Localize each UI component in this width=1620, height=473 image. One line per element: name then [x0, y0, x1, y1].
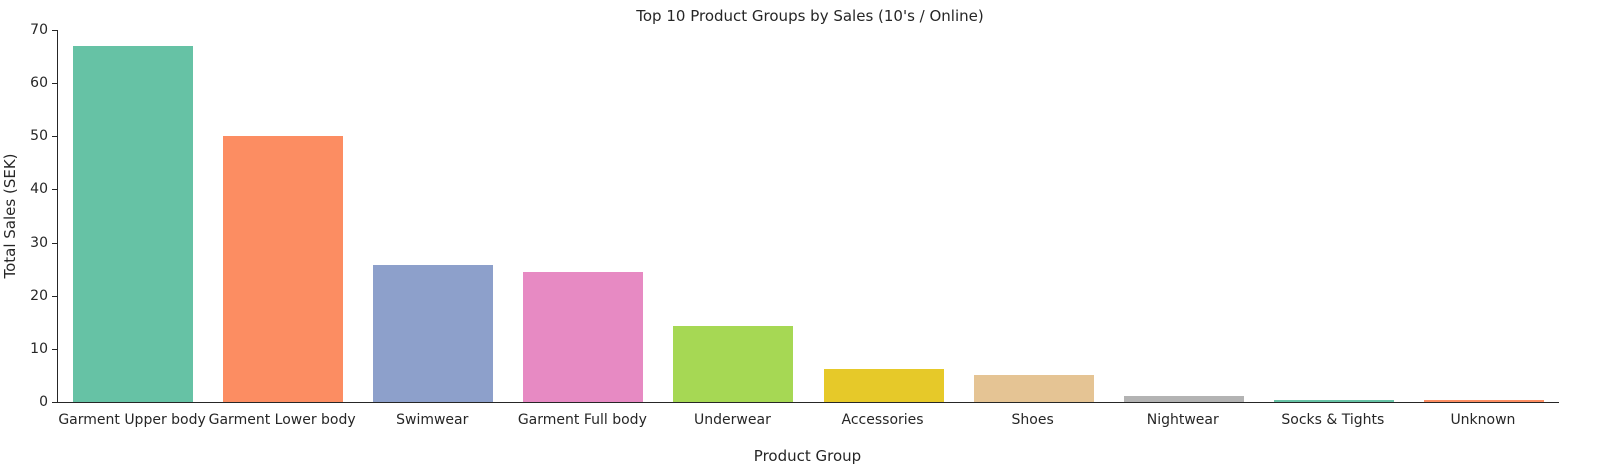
bar — [673, 326, 794, 402]
y-tick-label: 20 — [30, 287, 48, 304]
y-tick-label: 50 — [30, 128, 48, 145]
chart-title: Top 10 Product Groups by Sales (10's / O… — [636, 7, 984, 25]
bar — [223, 136, 344, 402]
bar — [973, 375, 1094, 402]
bar — [373, 265, 494, 402]
y-tick-label: 60 — [30, 75, 48, 92]
bar — [823, 369, 944, 402]
x-tick-label: Garment Upper body — [58, 412, 206, 428]
x-tick-label: Unknown — [1450, 412, 1516, 428]
bar — [523, 272, 644, 402]
y-tick-mark — [52, 348, 57, 350]
bar — [1123, 396, 1244, 402]
y-tick-mark — [52, 83, 57, 85]
x-axis-label: Product Group — [753, 447, 862, 465]
y-axis-label: Total Sales (SEK) — [1, 153, 19, 279]
x-tick-label: Garment Full body — [517, 412, 647, 428]
x-tick-label: Shoes — [1011, 412, 1054, 428]
x-tick-label: Garment Lower body — [208, 412, 356, 428]
y-tick-label: 30 — [30, 234, 48, 251]
y-tick-mark — [52, 136, 57, 138]
x-tick-label: Swimwear — [396, 412, 469, 428]
x-tick-label: Socks & Tights — [1281, 412, 1385, 428]
y-tick-label: 0 — [39, 394, 48, 410]
x-tick-label: Underwear — [694, 412, 771, 428]
y-tick-mark — [52, 242, 57, 244]
y-tick-mark — [52, 30, 57, 31]
y-tick-label: 70 — [30, 22, 48, 38]
y-tick-mark — [52, 189, 57, 191]
y-tick-mark — [52, 295, 57, 297]
x-tick-label: Accessories — [841, 412, 924, 428]
y-tick-label: 10 — [30, 340, 48, 357]
bar — [73, 46, 194, 402]
plot-area — [57, 30, 1559, 403]
bar — [1273, 400, 1394, 402]
y-tick-mark — [52, 402, 57, 403]
x-tick-label: Nightwear — [1146, 412, 1219, 428]
bar — [1423, 400, 1544, 402]
y-tick-label: 40 — [30, 181, 48, 198]
